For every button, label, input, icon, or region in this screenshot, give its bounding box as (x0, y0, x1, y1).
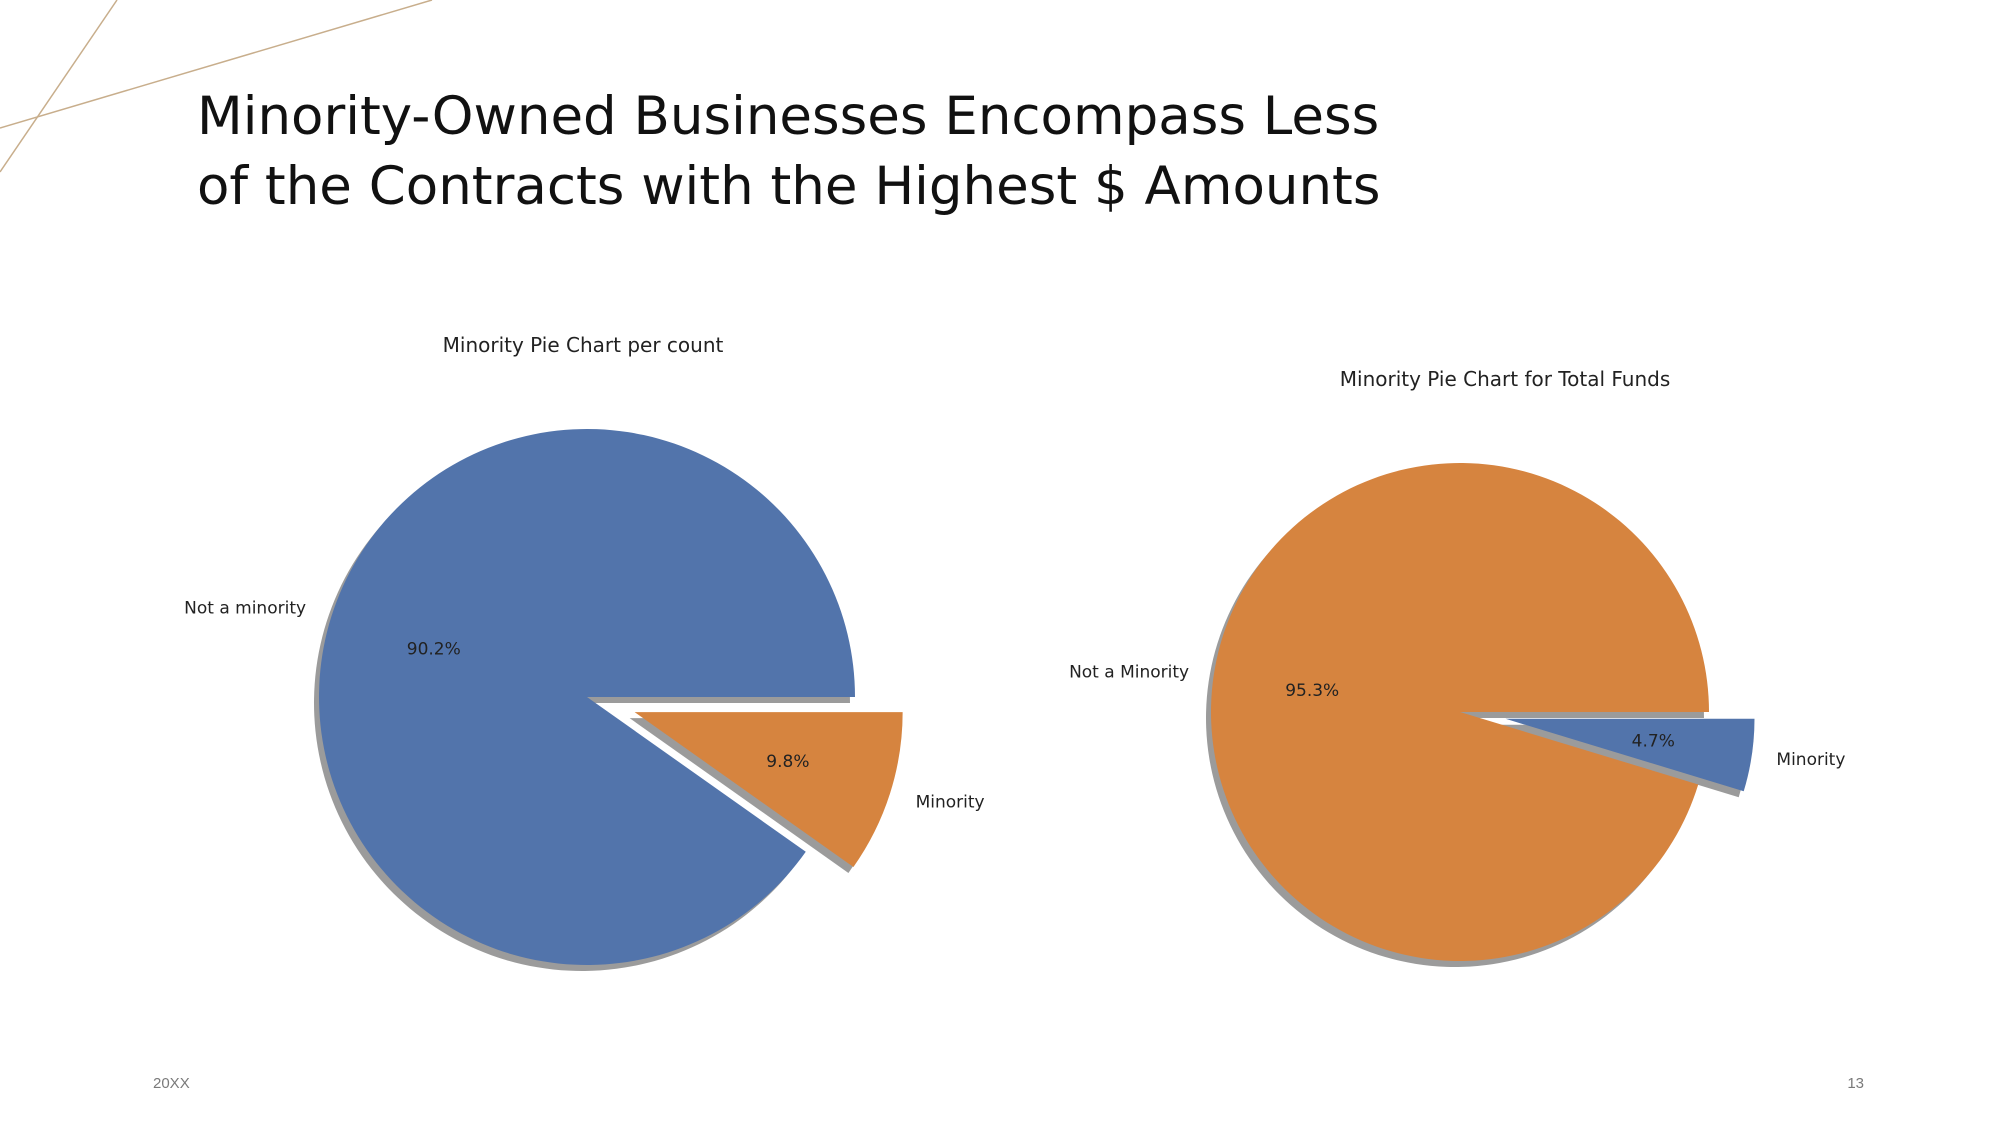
slide-title-line-2: of the Contracts with the Highest $ Amou… (197, 156, 1381, 217)
pct-label-minority: 9.8% (766, 752, 809, 772)
slice-not-a-minority (319, 429, 855, 966)
slide-title-line-1: Minority-Owned Businesses Encompass Less (197, 86, 1380, 147)
chart-title: Minority Pie Chart for Total Funds (1340, 367, 1671, 391)
page-number: 13 (1847, 1075, 1864, 1092)
pct-label-not-a-minority: 90.2% (407, 639, 461, 659)
slice-not-a-minority (1210, 463, 1709, 962)
category-label-not-a-minority: Not a Minority (1069, 663, 1189, 683)
category-label-minority: Minority (916, 792, 985, 812)
category-label-not-a-minority: Not a minority (184, 599, 306, 619)
slice-minority (1505, 718, 1755, 792)
category-label-minority: Minority (1776, 750, 1845, 770)
slide-title: Minority-Owned Businesses Encompass Less… (197, 82, 1497, 222)
chart-title: Minority Pie Chart per count (443, 333, 724, 357)
slice-minority (634, 712, 903, 867)
pct-label-minority: 4.7% (1632, 732, 1675, 752)
decorative-lines (0, 0, 433, 173)
footer-year: 20XX (153, 1075, 190, 1092)
pct-label-not-a-minority: 95.3% (1285, 681, 1339, 701)
